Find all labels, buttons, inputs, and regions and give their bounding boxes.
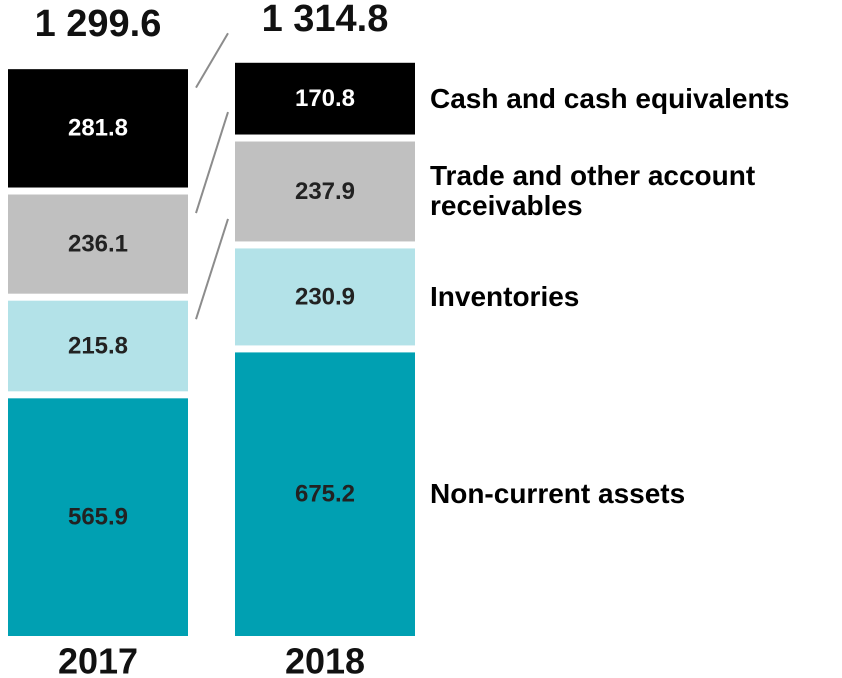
legend-label: Inventories	[430, 280, 580, 312]
value-label: 675.2	[295, 481, 355, 508]
value-label: 230.9	[295, 283, 355, 310]
legend-label: Cash and cash equivalents	[430, 82, 790, 114]
bar-segment	[235, 248, 415, 346]
bar-segment	[8, 300, 188, 392]
x-tick-label: 2018	[285, 641, 365, 678]
bar-segment	[235, 141, 415, 242]
value-label: 281.8	[68, 115, 128, 142]
bar-segment	[8, 194, 188, 294]
value-label: 565.9	[68, 504, 128, 531]
connector	[195, 32, 229, 89]
value-label: 170.8	[295, 85, 355, 112]
bar-segment	[235, 352, 415, 636]
bar-segment	[8, 398, 188, 636]
legend-label: Non-current assets	[430, 478, 686, 510]
total-label: 1 299.6	[35, 3, 162, 45]
total-label: 1 314.8	[262, 0, 389, 40]
value-label: 237.9	[295, 178, 355, 205]
value-label: 236.1	[68, 230, 128, 257]
bar-segment	[8, 69, 188, 188]
connector	[195, 218, 229, 320]
value-label: 215.8	[68, 332, 128, 359]
legend-label: Trade and other account receivables	[430, 160, 756, 222]
connector	[195, 111, 229, 214]
x-tick-label: 2017	[58, 641, 138, 678]
bar-segment	[235, 62, 415, 135]
